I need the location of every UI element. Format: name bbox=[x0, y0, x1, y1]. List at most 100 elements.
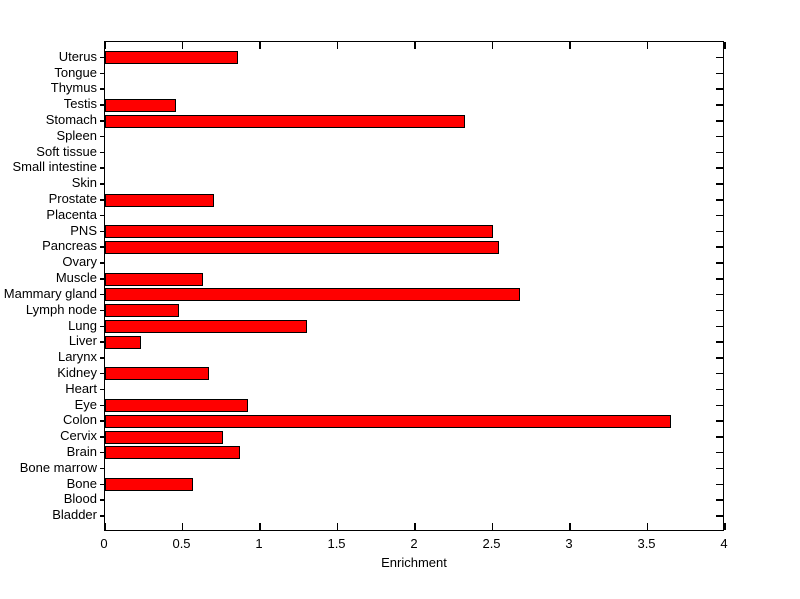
x-tick-label: 3 bbox=[565, 536, 573, 551]
x-tick bbox=[724, 523, 726, 530]
category-label: Ovary bbox=[62, 254, 97, 270]
y-tick bbox=[716, 167, 723, 169]
bar-pancreas bbox=[105, 240, 499, 254]
y-tick bbox=[716, 262, 723, 264]
y-tick bbox=[716, 151, 723, 154]
y-tick bbox=[100, 515, 105, 517]
y-tick bbox=[100, 278, 105, 280]
x-tick-label: 2 bbox=[410, 536, 418, 551]
y-tick bbox=[100, 357, 105, 359]
y-tick bbox=[100, 214, 105, 217]
x-tick bbox=[104, 42, 106, 49]
y-tick bbox=[716, 104, 723, 106]
bar-testis bbox=[105, 98, 177, 112]
y-tick bbox=[716, 451, 723, 454]
y-tick bbox=[716, 88, 723, 90]
y-tick bbox=[100, 72, 105, 75]
y-tick bbox=[716, 278, 723, 280]
y-tick bbox=[716, 420, 723, 422]
x-tick bbox=[336, 42, 339, 49]
category-label: Tongue bbox=[54, 64, 97, 80]
x-tick bbox=[646, 523, 649, 530]
bar-brain bbox=[105, 446, 240, 460]
x-tick bbox=[181, 42, 184, 49]
y-tick bbox=[716, 72, 723, 75]
bar-muscle bbox=[105, 272, 203, 286]
y-tick bbox=[716, 183, 723, 185]
x-tick bbox=[646, 42, 649, 49]
plot-area bbox=[100, 41, 726, 531]
bar-bone bbox=[105, 478, 194, 492]
x-tick bbox=[259, 523, 261, 530]
x-tick bbox=[569, 523, 571, 530]
x-tick bbox=[491, 523, 494, 530]
y-tick bbox=[100, 246, 105, 248]
y-tick bbox=[100, 120, 105, 122]
y-tick bbox=[716, 372, 723, 375]
category-label: Bladder bbox=[52, 507, 97, 523]
category-label: Colon bbox=[63, 412, 97, 428]
category-label: Bone marrow bbox=[19, 459, 97, 475]
y-tick bbox=[716, 214, 723, 217]
y-tick bbox=[100, 388, 105, 391]
category-label: PNS bbox=[70, 222, 97, 238]
y-tick bbox=[716, 120, 723, 122]
x-tick bbox=[569, 42, 571, 49]
category-label: Testis bbox=[63, 96, 97, 112]
y-tick bbox=[716, 246, 723, 248]
bar-eye bbox=[105, 399, 248, 413]
y-tick bbox=[716, 499, 723, 501]
x-tick-label: 2.5 bbox=[482, 536, 501, 551]
x-tick bbox=[414, 523, 416, 530]
category-label: Uterus bbox=[58, 48, 97, 64]
y-tick bbox=[100, 341, 105, 343]
category-label: Stomach bbox=[45, 112, 97, 128]
y-tick bbox=[716, 436, 723, 438]
bar-lung bbox=[105, 320, 307, 334]
category-label: Lymph node bbox=[25, 301, 97, 317]
y-tick bbox=[716, 404, 723, 407]
category-label: Spleen bbox=[56, 127, 97, 143]
y-tick bbox=[716, 467, 723, 470]
category-label: Bone bbox=[66, 475, 97, 491]
y-tick bbox=[716, 230, 723, 233]
category-label: Pancreas bbox=[42, 238, 97, 254]
x-tick-label: 0 bbox=[100, 536, 108, 551]
y-tick bbox=[100, 451, 105, 454]
y-tick bbox=[100, 436, 105, 438]
y-tick bbox=[716, 515, 723, 517]
y-tick bbox=[716, 309, 723, 312]
bar-lymph-node bbox=[105, 304, 180, 318]
category-label: Prostate bbox=[48, 191, 97, 207]
y-tick bbox=[100, 372, 105, 375]
x-tick-label: 4 bbox=[720, 536, 728, 551]
y-tick bbox=[716, 325, 723, 328]
y-tick bbox=[100, 199, 105, 201]
y-tick bbox=[100, 104, 105, 106]
y-tick bbox=[100, 420, 105, 422]
bar-uterus bbox=[105, 51, 239, 65]
category-label: Larynx bbox=[57, 349, 97, 365]
x-axis-title: Enrichment bbox=[381, 555, 447, 570]
y-tick bbox=[100, 135, 105, 138]
y-tick bbox=[100, 167, 105, 169]
y-tick bbox=[716, 293, 723, 296]
y-tick bbox=[716, 357, 723, 359]
y-tick bbox=[716, 199, 723, 201]
y-tick bbox=[716, 135, 723, 138]
y-tick bbox=[100, 483, 105, 486]
category-label: Brain bbox=[66, 443, 97, 459]
y-tick bbox=[100, 88, 105, 90]
y-tick bbox=[716, 483, 723, 486]
category-label: Placenta bbox=[46, 206, 97, 222]
bar-mammary-gland bbox=[105, 288, 521, 302]
category-label: Heart bbox=[65, 380, 97, 396]
category-label: Cervix bbox=[60, 428, 97, 444]
y-tick bbox=[100, 404, 105, 407]
y-tick bbox=[716, 388, 723, 391]
y-tick bbox=[100, 499, 105, 501]
bar-pns bbox=[105, 225, 493, 239]
category-label: Lung bbox=[68, 317, 97, 333]
x-tick-label: 1.5 bbox=[327, 536, 346, 551]
y-tick bbox=[716, 341, 723, 343]
